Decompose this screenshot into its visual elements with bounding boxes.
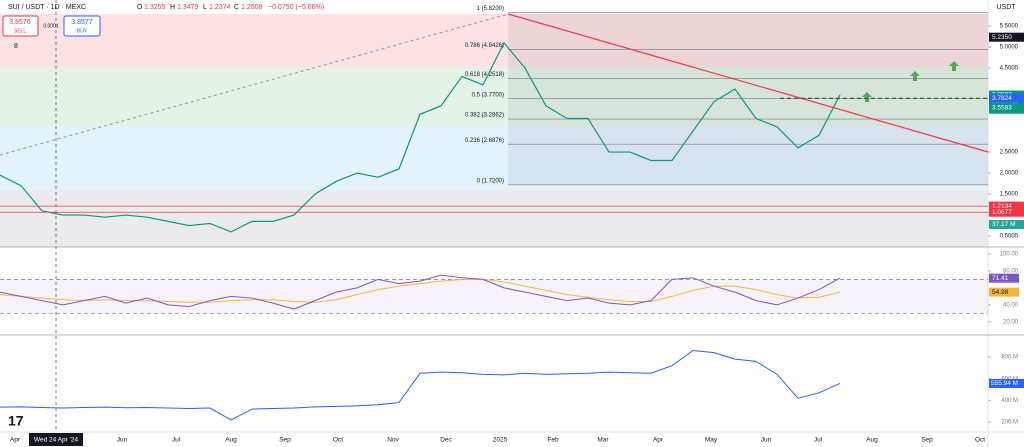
currency[interactable]: USDT (996, 4, 1016, 11)
x-tick-label: Jul (814, 437, 823, 444)
obv-badge-label: 555.94 M (991, 380, 1018, 387)
ohlc-label: H (170, 4, 175, 11)
obv-line (0, 349, 841, 421)
zone-band (0, 126, 988, 190)
volume-badge (989, 220, 1024, 229)
x-tick-label: Aug (225, 437, 237, 444)
y-tick-label: 0.5000 (1000, 234, 1019, 240)
volume-badge-label: 37.17 M (992, 221, 1016, 228)
zone-band (0, 67, 988, 126)
x-tick-label: Jul (172, 437, 181, 444)
rsi-ma-badge-label: 54.98 (992, 289, 1009, 296)
y-tick-label: 40.00 (1003, 302, 1019, 308)
price-badge-label: 3.5583 (992, 104, 1012, 111)
y-tick-label: 200 M (1001, 420, 1018, 426)
x-tick-label: Aug (866, 437, 878, 444)
y-tick-label: 100.00 (1000, 252, 1019, 258)
price-badge-label: 3.7824 (992, 95, 1012, 102)
ohlc-value: 1.3255 (144, 4, 166, 11)
fib-label: 0.5 (3.7700) (472, 92, 504, 98)
fib-label: 1 (5.8200) (477, 6, 504, 12)
x-tick-label: Dec (440, 437, 452, 444)
x-tick-label: Apr (653, 437, 664, 444)
y-tick-label: 4.5000 (1000, 66, 1019, 72)
y-tick-label: 2.5000 (1000, 150, 1019, 156)
trendline (507, 13, 989, 153)
y-tick-label: 2.0000 (1000, 171, 1019, 177)
x-tick-label: Jun (761, 437, 772, 444)
fib-label: 0.618 (4.2518) (465, 72, 504, 78)
y-tick-label: 5.5000 (1000, 24, 1019, 30)
price-badge (989, 93, 1024, 103)
x-tick-label: 2025 (493, 437, 508, 444)
fib-label: 0.382 (3.2862) (465, 113, 504, 119)
sell-button[interactable] (2, 15, 39, 37)
x-tick-label: Nov (387, 437, 399, 444)
ohlc-label: C (234, 4, 239, 11)
price-badge (989, 201, 1024, 211)
arrow-up (949, 61, 959, 71)
fib-label: 0.786 (4.9426) (465, 43, 504, 49)
buy-price: 3.8577 (71, 19, 93, 26)
y-tick-label: 20.00 (1003, 319, 1019, 325)
arrow-up (862, 92, 872, 102)
price-badge (989, 32, 1024, 42)
price-line (0, 41, 841, 233)
ohlc-value: 1.2508 (241, 4, 263, 11)
rsi-ma-line (0, 278, 841, 303)
buy-label: BUY (77, 28, 88, 34)
price-badge (989, 103, 1024, 113)
obv-badge (989, 378, 1024, 388)
x-tick-label: Oct (975, 437, 985, 444)
ohlc-value: 1.2374 (209, 4, 231, 11)
price-badge-label: 1.2134 (992, 203, 1012, 210)
x-tick-label: Feb (547, 437, 559, 444)
spread: 0.0001 (43, 23, 59, 29)
header: SUI / USDT · 1D · MEXC O 1.3255 H 1.3479… (2, 4, 1016, 50)
x-tick-label: Mar (597, 437, 609, 444)
fib-label: 0.236 (2.6876) (465, 138, 504, 144)
price-badge-label: 5.2350 (992, 34, 1012, 41)
fib-label: 0 (1.7200) (477, 178, 504, 184)
x-tick-label: Oct (333, 437, 343, 444)
zone-band (0, 14, 988, 67)
y-tick-label: 1.5000 (1000, 192, 1019, 198)
symbol[interactable]: SUI / USDT · 1D · MEXC (8, 4, 86, 11)
ohlc-value: 1.3479 (177, 4, 199, 11)
ohlc-label: O (137, 4, 143, 11)
logo[interactable]: 17 (8, 413, 24, 429)
indicator-count[interactable]: 8 (14, 43, 18, 50)
trend-dashed (0, 13, 509, 156)
zone-band (0, 190, 988, 247)
price-badge (989, 207, 1024, 217)
sell-price: 3.8576 (9, 19, 31, 26)
crosshair-label-bg (29, 433, 83, 446)
y-tick-label: 800 M (1001, 355, 1018, 361)
buy-button[interactable] (63, 15, 101, 37)
y-tick-label: 400 M (1001, 398, 1018, 404)
x-tick-label: Sep (279, 437, 291, 444)
x-tick-label: Jun (117, 437, 128, 444)
y-tick-label: 5.0000 (1000, 45, 1019, 51)
rsi-badge (989, 273, 1019, 283)
rsi-line (0, 274, 841, 310)
rsi-ma-badge (989, 287, 1019, 297)
change: −0.0750 (−5.66%) (268, 4, 324, 11)
arrow-up (910, 71, 920, 81)
price-badge-label: 1.0677 (992, 209, 1012, 216)
arrows (862, 61, 959, 102)
rsi-badge-label: 71.41 (992, 275, 1009, 282)
x-tick-label: Apr (10, 437, 21, 444)
ohlc-label: L (203, 4, 207, 11)
x-tick-label: Wed 24 Apr '24 (34, 437, 79, 444)
x-tick-label: May (705, 437, 718, 444)
x-tick-label: Sep (921, 437, 933, 444)
y-tick-label: 80.00 (1003, 268, 1019, 274)
sell-label: SELL (14, 28, 26, 34)
rsi-band (0, 279, 988, 314)
